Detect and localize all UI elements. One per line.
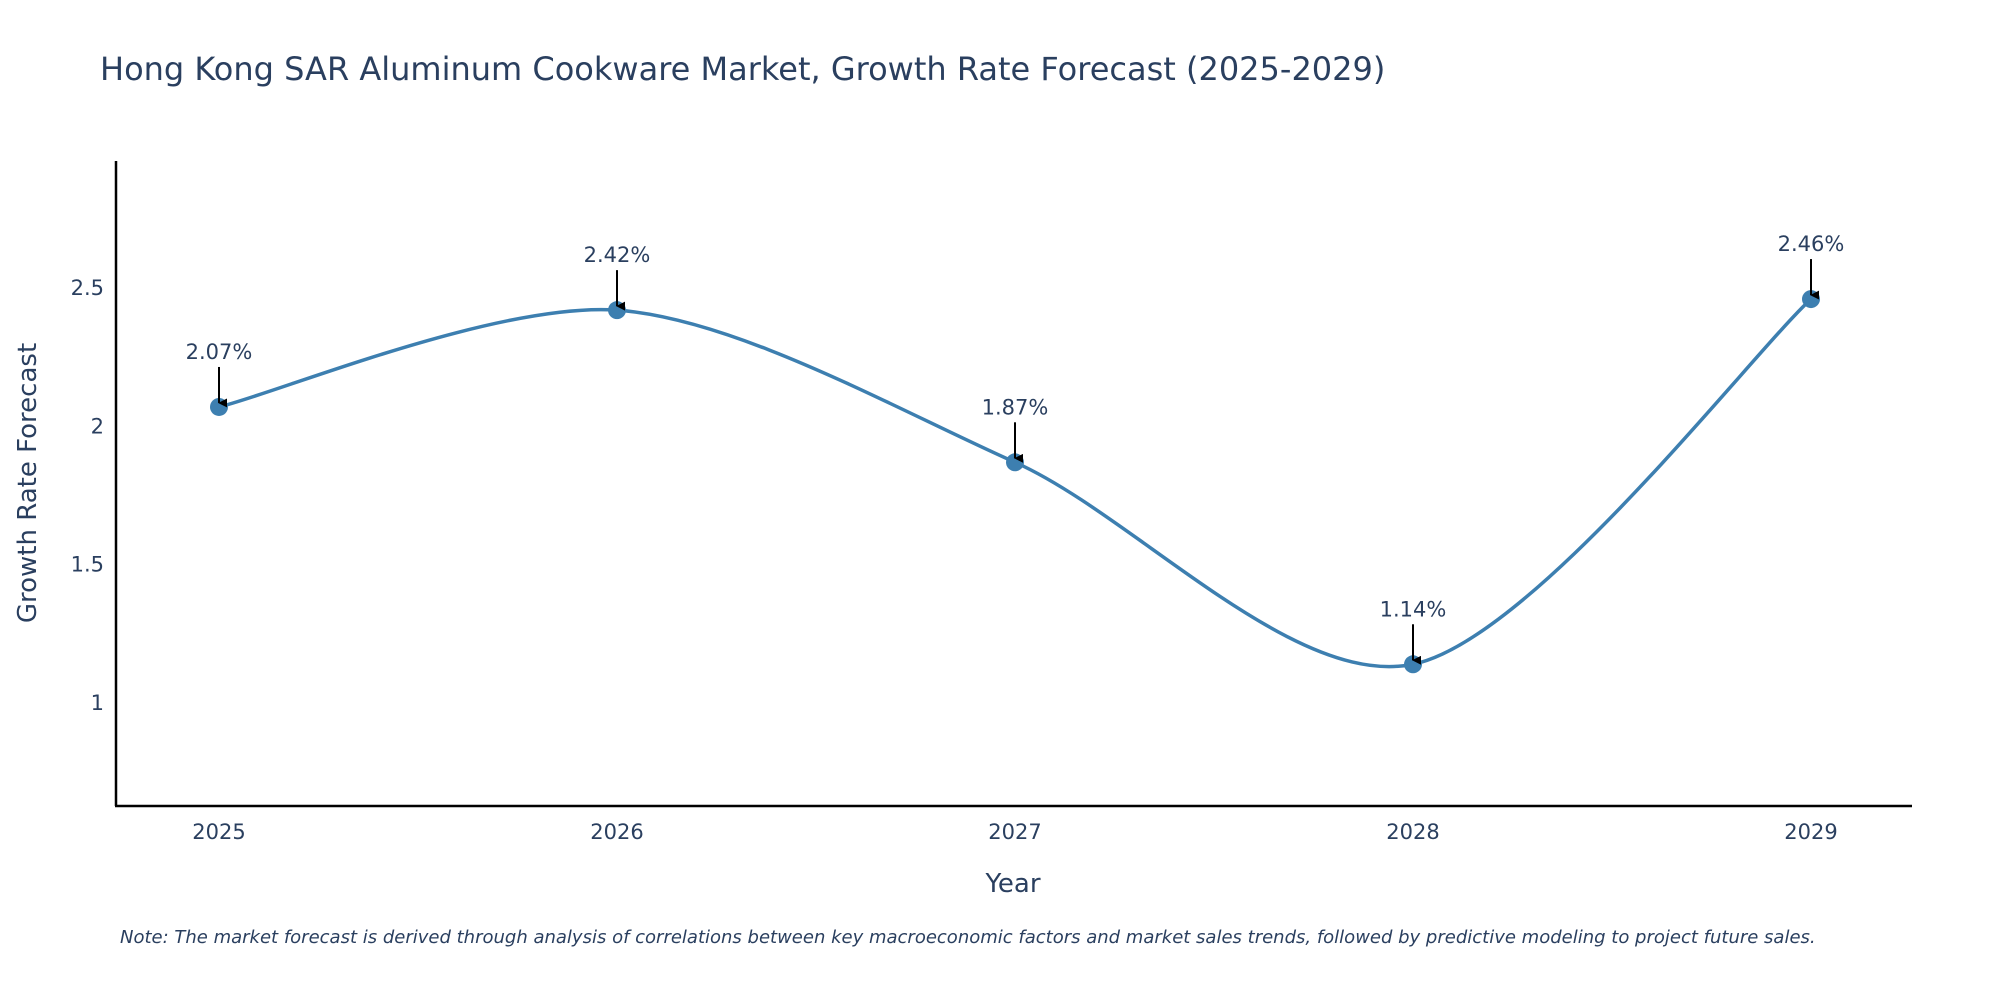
x-tick-label: 2025 <box>192 820 245 844</box>
chart-title: Hong Kong SAR Aluminum Cookware Market, … <box>100 50 1385 88</box>
y-tick-label: 2 <box>91 414 104 438</box>
y-axis-title: Growth Rate Forecast <box>13 343 43 623</box>
data-label: 2.07% <box>186 340 253 364</box>
y-tick-label: 1 <box>91 691 104 715</box>
x-tick-label: 2026 <box>590 820 643 844</box>
y-tick-labels: 1 1.5 2 2.5 <box>71 276 104 715</box>
x-tick-label: 2028 <box>1386 820 1439 844</box>
x-tick-label: 2029 <box>1784 820 1837 844</box>
plot-area: 2.07% 2.42% 1.87% 1.14% 2.46% <box>186 232 1845 674</box>
series-line <box>218 297 1813 669</box>
data-label: 1.14% <box>1380 597 1447 621</box>
y-tick-label: 2.5 <box>71 276 104 300</box>
forecast-note: Note: The market forecast is derived thr… <box>120 927 1816 948</box>
data-label: 2.42% <box>584 243 651 267</box>
data-label: 1.87% <box>982 395 1049 419</box>
x-tick-labels: 2025 2026 2027 2028 2029 <box>192 820 1837 844</box>
data-label: 2.46% <box>1778 232 1845 256</box>
x-tick-label: 2027 <box>988 820 1041 844</box>
x-axis-title: Year <box>984 869 1040 899</box>
y-tick-label: 1.5 <box>71 553 104 577</box>
